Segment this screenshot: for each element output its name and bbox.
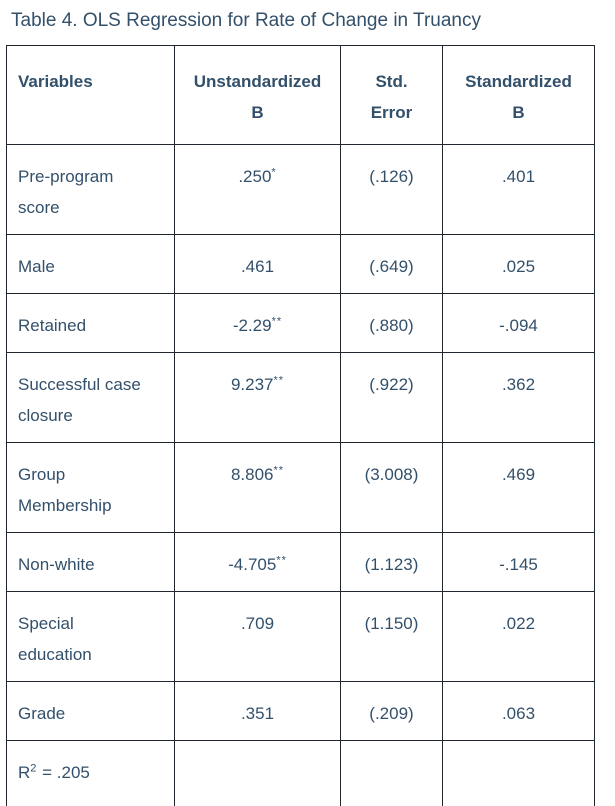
variable-cell: Non-white xyxy=(6,532,175,592)
variable-label: Male xyxy=(18,257,55,276)
significance-marker: * xyxy=(271,166,277,179)
col-header-label: Standardized B xyxy=(465,72,572,122)
std-error-cell: (.126) xyxy=(340,144,443,235)
col-header-label: Std. Error xyxy=(370,72,413,122)
unstandardized-b-cell: 8.806** xyxy=(174,442,341,533)
standardized-b-cell: -.094 xyxy=(442,293,595,353)
standardized-b-cell: .022 xyxy=(442,591,595,682)
variable-cell: Group Membership xyxy=(6,442,175,533)
variable-label: Grade xyxy=(18,704,66,723)
col-header-label: Variables xyxy=(18,72,93,91)
r-squared-exponent: 2 xyxy=(30,762,38,775)
table-header: Variables Unstandardized B Std. Error St… xyxy=(6,45,595,145)
table-row: Male .461 (.649) .025 xyxy=(6,234,595,294)
unstandardized-b-cell: .250* xyxy=(174,144,341,235)
standardized-b-cell: .401 xyxy=(442,144,595,235)
variable-label: Non-white xyxy=(18,555,95,574)
std-error-cell: (.880) xyxy=(340,293,443,353)
standardized-b-cell: -.145 xyxy=(442,532,595,592)
std-error-cell: (.922) xyxy=(340,352,443,443)
variable-label: Special education xyxy=(18,614,92,664)
unstandardized-b-cell: .461 xyxy=(174,234,341,294)
table-title: Table 4. OLS Regression for Rate of Chan… xyxy=(11,10,481,31)
unstandardized-b-cell: -4.705** xyxy=(174,532,341,592)
empty-cell xyxy=(174,740,341,806)
col-header-variables: Variables xyxy=(6,45,175,145)
empty-cell xyxy=(340,740,443,806)
variable-cell: Retained xyxy=(6,293,175,353)
table-body: Pre-program score .250* (.126) .401 Male .461… xyxy=(6,144,595,741)
unstandardized-b-cell: .351 xyxy=(174,681,341,741)
unstandardized-b-cell: .709 xyxy=(174,591,341,682)
std-error-cell: (3.008) xyxy=(340,442,443,533)
std-error-cell: (1.150) xyxy=(340,591,443,682)
unstandardized-b-cell: -2.29** xyxy=(174,293,341,353)
significance-marker: ** xyxy=(273,374,285,387)
table-row: Successful case closure 9.237** (.922) .362 xyxy=(6,352,595,443)
significance-marker: ** xyxy=(271,315,283,328)
std-error-cell: (.209) xyxy=(340,681,443,741)
r-squared-row: R2 = .205 xyxy=(6,740,595,806)
std-error-cell: (.649) xyxy=(340,234,443,294)
standardized-b-cell: .025 xyxy=(442,234,595,294)
variable-label: Pre-program score xyxy=(18,167,114,217)
unstandardized-b-cell: 9.237** xyxy=(174,352,341,443)
table-row: Pre-program score .250* (.126) .401 xyxy=(6,144,595,235)
empty-cell xyxy=(442,740,595,806)
standardized-b-cell: .063 xyxy=(442,681,595,741)
col-header-label: Unstandardized B xyxy=(193,72,322,122)
table-row: Special education .709 (1.150) .022 xyxy=(6,591,595,682)
significance-marker: ** xyxy=(273,464,285,477)
table-row: Grade .351 (.209) .063 xyxy=(6,681,595,741)
variable-cell: Special education xyxy=(6,591,175,682)
standardized-b-cell: .469 xyxy=(442,442,595,533)
r-squared-cell: R2 = .205 xyxy=(6,740,175,806)
variable-cell: Successful case closure xyxy=(6,352,175,443)
table-row: Retained -2.29** (.880) -.094 xyxy=(6,293,595,353)
variable-label: Successful case closure xyxy=(18,375,141,425)
col-header-std-error: Std. Error xyxy=(340,45,443,145)
r-squared-label: R xyxy=(18,763,31,782)
table-row: Group Membership 8.806** (3.008) .469 xyxy=(6,442,595,533)
header-row: Variables Unstandardized B Std. Error St… xyxy=(6,45,595,145)
col-header-unstandardized-b: Unstandardized B xyxy=(174,45,341,145)
table-footer: R2 = .205 xyxy=(6,740,595,806)
table-row: Non-white -4.705** (1.123) -.145 xyxy=(6,532,595,592)
variable-cell: Pre-program score xyxy=(6,144,175,235)
std-error-cell: (1.123) xyxy=(340,532,443,592)
variable-label: Group Membership xyxy=(18,465,112,515)
ols-regression-table: Variables Unstandardized B Std. Error St… xyxy=(6,45,595,806)
variable-cell: Male xyxy=(6,234,175,294)
r-squared-value: = .205 xyxy=(37,763,90,782)
col-header-standardized-b: Standardized B xyxy=(442,45,595,145)
variable-cell: Grade xyxy=(6,681,175,741)
standardized-b-cell: .362 xyxy=(442,352,595,443)
variable-label: Retained xyxy=(18,316,87,335)
significance-marker: ** xyxy=(276,554,287,567)
